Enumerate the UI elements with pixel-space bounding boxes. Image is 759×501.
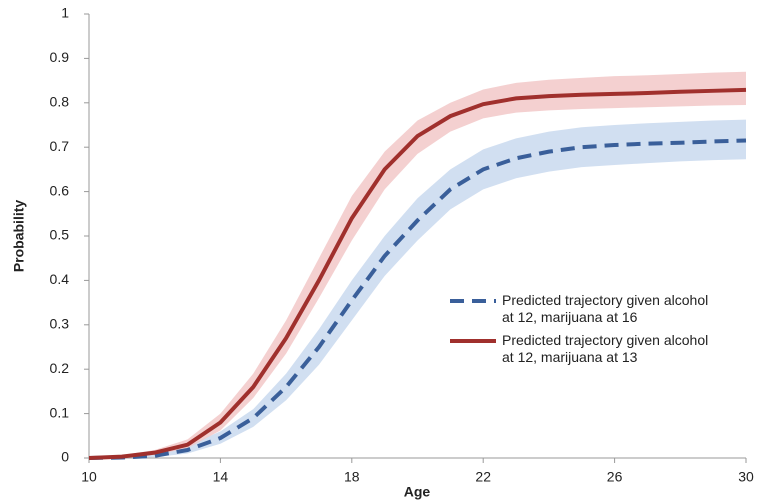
- legend-label: Predicted trajectory given alcohol at 12…: [502, 332, 709, 365]
- legend-label: Predicted trajectory given alcohol at 12…: [502, 292, 709, 325]
- legend-item: Predicted trajectory given alcohol at 12…: [448, 332, 748, 366]
- y-tick-label: 0.1: [50, 404, 70, 420]
- y-tick-label: 0.6: [50, 182, 70, 198]
- y-tick-label: 0.3: [50, 316, 70, 332]
- x-tick-label: 30: [738, 469, 754, 485]
- x-tick-label: 18: [344, 469, 360, 485]
- x-tick-label: 10: [81, 469, 97, 485]
- x-tick-label: 14: [213, 469, 229, 485]
- series-line: [88, 138, 747, 460]
- uncertainty-band: [89, 119, 746, 458]
- series-line: [88, 87, 747, 460]
- y-tick-label: 1: [61, 5, 69, 21]
- x-tick-label: 26: [607, 469, 623, 485]
- y-tick-label: 0.8: [50, 94, 70, 110]
- legend: Predicted trajectory given alcohol at 12…: [448, 292, 748, 372]
- x-axis-title: Age: [404, 484, 431, 500]
- y-tick-label: 0.7: [50, 138, 70, 154]
- y-tick-label: 0.2: [50, 360, 70, 376]
- x-tick-label: 22: [475, 469, 491, 485]
- y-tick-label: 0.5: [50, 227, 70, 243]
- y-axis-title: Probability: [11, 200, 27, 273]
- y-tick-label: 0.9: [50, 49, 70, 65]
- uncertainty-band: [89, 71, 746, 458]
- legend-item: Predicted trajectory given alcohol at 12…: [448, 292, 748, 326]
- y-tick-label: 0.4: [50, 271, 70, 287]
- legend-swatch: [450, 299, 496, 303]
- y-tick-label: 0: [61, 449, 69, 465]
- legend-swatch: [450, 339, 496, 343]
